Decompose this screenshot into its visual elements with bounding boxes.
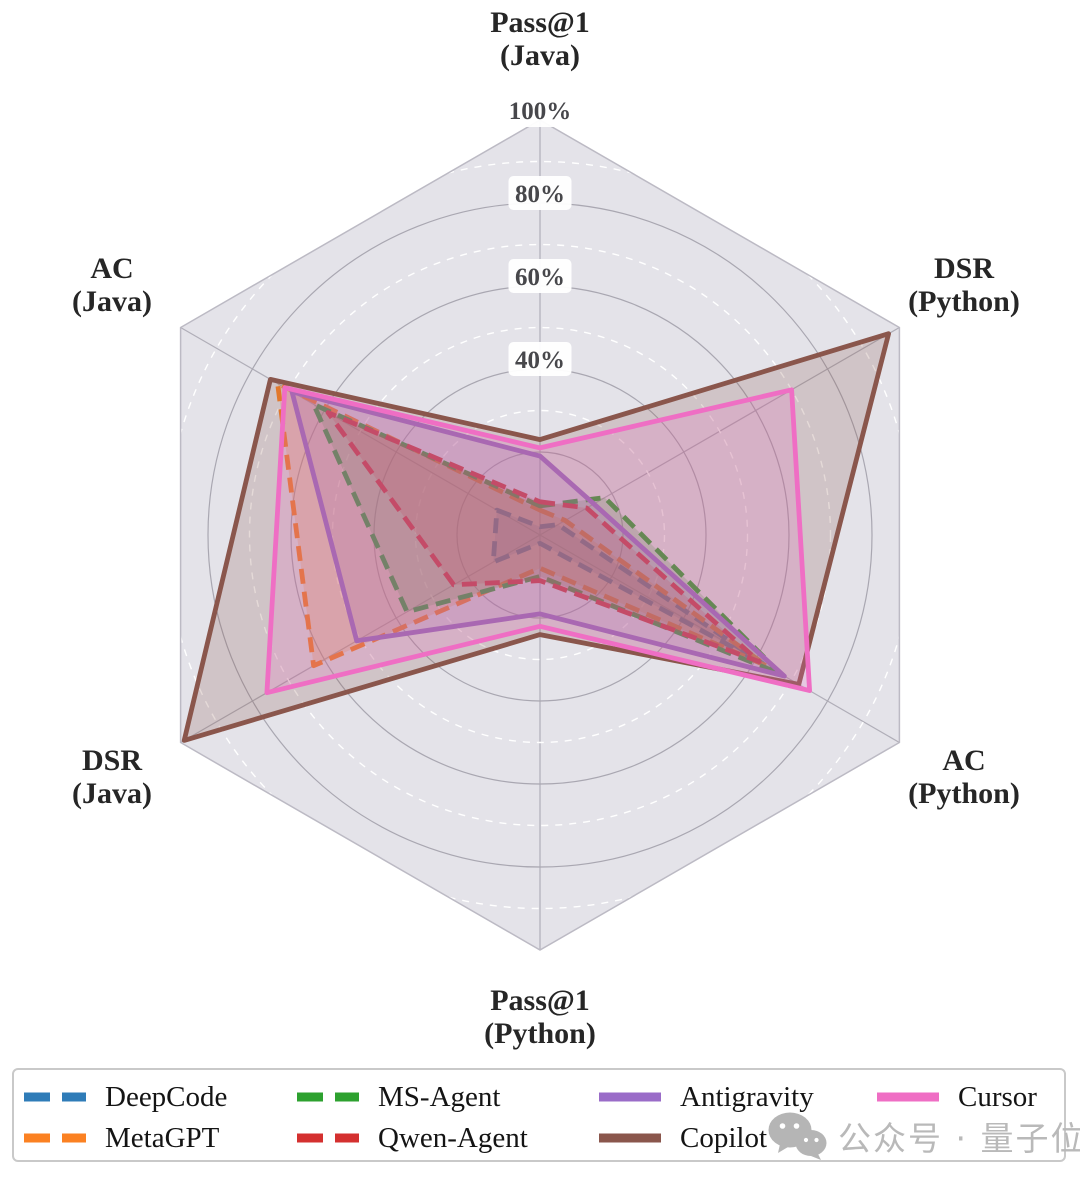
series-line-copilot (181, 331, 891, 743)
legend: DeepCode MetaGPT MS-Agent Qwen-Agent Ant… (12, 1068, 1066, 1162)
legend-entry-qwen-agent: Qwen-Agent (295, 1121, 528, 1155)
series-fill-copilot (184, 333, 889, 741)
series-line-qwen-agent (325, 410, 762, 664)
series-fill-metagpt (277, 383, 767, 666)
ms-agent-line-swatch (297, 1092, 359, 1102)
legend-entry-antigravity: Antigravity (597, 1080, 814, 1114)
grid-ring-minor (414, 409, 666, 661)
legend-label: Cursor (958, 1080, 1037, 1113)
legend-label: Qwen-Agent (378, 1121, 528, 1154)
series-line-metagpt (275, 381, 769, 669)
series-line-cursor (264, 385, 812, 696)
legend-label: DeepCode (105, 1080, 228, 1113)
tick-label-box (501, 93, 579, 127)
cursor-line-swatch (877, 1092, 939, 1102)
axis-label-ac-java: AC (Java) (72, 252, 152, 318)
legend-entry-cursor: Cursor (875, 1080, 1037, 1114)
tick-label: 80% (515, 181, 565, 208)
legend-entry-copilot: Copilot (597, 1121, 767, 1155)
legend-label: Copilot (680, 1121, 768, 1154)
legend-entry-deepcode: DeepCode (22, 1080, 227, 1114)
axis-label-ac-python: AC (Python) (908, 744, 1020, 810)
series-fill-antigravity (292, 391, 785, 677)
grid-ring-minor (331, 326, 749, 744)
qwen-agent-line-swatch (297, 1133, 359, 1143)
tick-label: 40% (515, 347, 565, 374)
grid-spoke (539, 534, 900, 744)
watermark: 公众号 · 量子位 (766, 1110, 1080, 1162)
watermark-text: 公众号 · 量子位 (838, 1119, 1080, 1158)
tick-label-box (508, 259, 572, 293)
grid-ring-minor (248, 243, 832, 827)
antigravity-line-swatch (599, 1092, 661, 1102)
series-fill-deepcode (493, 510, 763, 664)
tick-label: 100% (509, 98, 572, 125)
legend-entry-metagpt: MetaGPT (22, 1121, 219, 1155)
axis-label-pass1-java: Pass@1 (Java) (490, 6, 590, 72)
tick-label-box (508, 342, 572, 376)
deepcode-line-swatch (24, 1092, 86, 1102)
axis-label-pass1-python: Pass@1 (Python) (484, 984, 596, 1050)
axis-label-dsr-java: DSR (Java) (72, 744, 152, 810)
series-fill-cursor (266, 387, 810, 693)
plot-border-hexagon (179, 119, 901, 951)
series-fill-qwen-agent (328, 412, 760, 662)
tick-label-box (508, 176, 572, 210)
metagpt-line-swatch (24, 1133, 86, 1143)
wechat-icon (768, 1112, 827, 1160)
tick-label: 60% (515, 264, 565, 291)
legend-label: MetaGPT (105, 1121, 220, 1154)
series-line-deepcode (490, 507, 766, 666)
series-fill-ms-agent (313, 404, 781, 674)
legend-label: Antigravity (680, 1080, 814, 1113)
copilot-line-swatch (599, 1133, 661, 1143)
legend-entry-ms-agent: MS-Agent (295, 1080, 500, 1114)
legend-label: MS-Agent (378, 1080, 501, 1113)
grid-ring-major (456, 451, 624, 619)
axis-label-dsr-python: DSR (Python) (908, 252, 1020, 318)
